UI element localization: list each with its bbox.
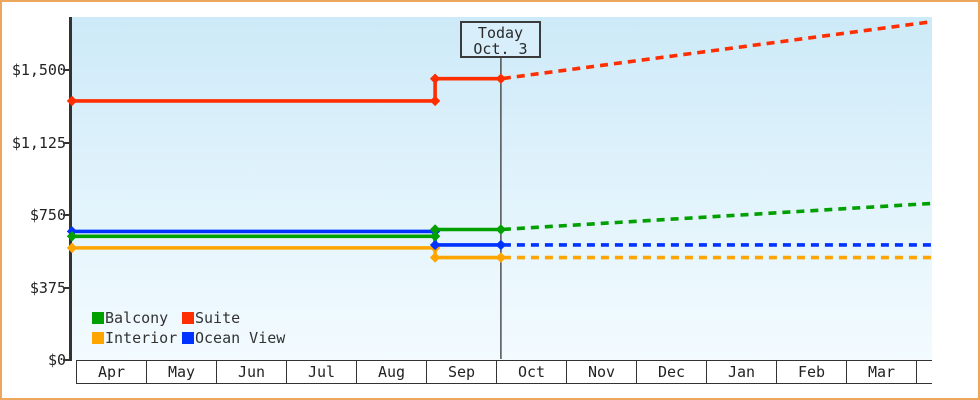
month-cell: Mar xyxy=(847,361,917,383)
y-tick-label: $375 xyxy=(29,278,66,297)
month-cell: Oct xyxy=(497,361,567,383)
legend-item-ocean-view: Ocean View xyxy=(182,328,285,348)
legend-swatch xyxy=(92,312,104,324)
legend: Balcony Suite Interior Ocean View xyxy=(92,308,285,348)
month-cell: Apr xyxy=(77,361,147,383)
y-tick-label: $1,125 xyxy=(11,133,66,152)
legend-swatch xyxy=(182,312,194,324)
today-date-label: Oct. 3 xyxy=(473,40,528,58)
y-tick-label: $0 xyxy=(47,351,66,369)
legend-label: Ocean View xyxy=(195,329,286,347)
legend-item-balcony: Balcony xyxy=(92,308,182,328)
month-cell: Jun xyxy=(217,361,287,383)
y-tick-mark xyxy=(63,214,70,216)
y-tick-mark xyxy=(63,286,70,289)
today-label: Today xyxy=(477,24,524,42)
y-tick-mark xyxy=(63,69,70,71)
today-box: Today Oct. 3 xyxy=(460,21,541,58)
month-axis-filler xyxy=(917,361,932,383)
month-cell: Jan xyxy=(707,361,777,383)
y-tick-mark xyxy=(63,141,70,144)
month-cell: Nov xyxy=(567,361,637,383)
legend-label: Interior xyxy=(105,329,178,347)
legend-item-interior: Interior xyxy=(92,328,182,348)
month-cell: May xyxy=(147,361,217,383)
legend-label: Suite xyxy=(195,309,241,327)
y-tick-label: $750 xyxy=(29,206,66,224)
month-cell: Dec xyxy=(637,361,707,383)
y-tick-label: $1,500 xyxy=(11,61,66,79)
legend-swatch xyxy=(182,332,194,344)
month-cell: Aug xyxy=(357,361,427,383)
month-axis: Apr May Jun Jul Aug Sep Oct Nov Dec Jan Feb Mar xyxy=(76,360,932,384)
y-tick-mark xyxy=(63,359,70,361)
legend-swatch xyxy=(92,332,104,344)
month-cell: Sep xyxy=(427,361,497,383)
legend-label: Balcony xyxy=(105,309,169,327)
y-axis-line xyxy=(69,17,72,361)
legend-item-suite: Suite xyxy=(182,308,285,328)
month-cell: Feb xyxy=(777,361,847,383)
month-cell: Jul xyxy=(287,361,357,383)
